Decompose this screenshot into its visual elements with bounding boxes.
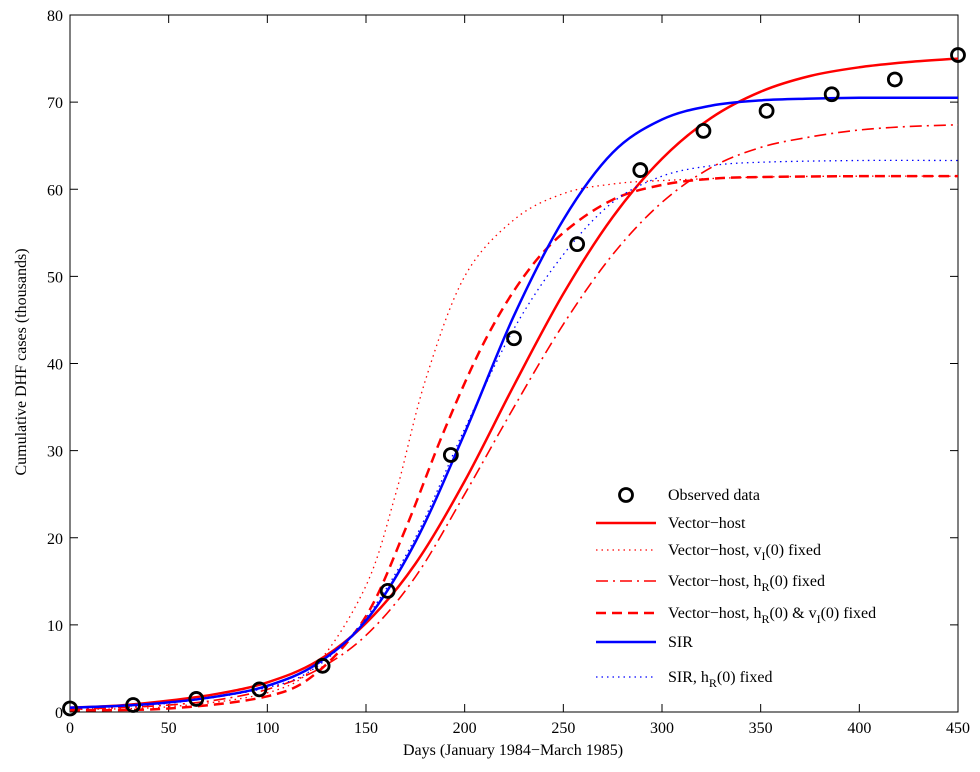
series-line-2 — [69, 175, 959, 711]
series-line-1 — [69, 57, 959, 709]
legend-label: Vector−host — [668, 515, 746, 532]
series-line-5 — [69, 96, 958, 709]
x-tick-label: 100 — [255, 720, 279, 737]
legend: Observed data Vector−host Vector−host, vI(… — [596, 487, 876, 690]
series-line-6 — [69, 159, 959, 710]
y-tick-label: 80 — [47, 8, 63, 25]
x-tick-label: 150 — [354, 720, 378, 737]
observed-point — [506, 330, 522, 347]
observed-point — [379, 582, 396, 599]
legend-marker-observed — [618, 487, 634, 503]
x-tick-label: 350 — [749, 720, 773, 737]
observed-point — [62, 700, 78, 717]
legend-label: SIR — [668, 634, 693, 651]
x-tick-label: 400 — [847, 720, 871, 737]
y-tick-label: 0 — [55, 705, 63, 722]
x-tick-label: 50 — [161, 720, 177, 737]
observed-point — [569, 236, 586, 253]
legend-label: SIR, hR(0) fixed — [668, 669, 772, 690]
y-tick-label: 50 — [47, 269, 63, 286]
observed-point — [632, 162, 649, 178]
legend-label: Observed data — [668, 487, 760, 504]
observed-point — [188, 691, 205, 707]
observed-point — [125, 697, 142, 713]
y-axis-label: Cumulative DHF cases (thousands) — [13, 248, 30, 475]
series-lines — [69, 57, 959, 712]
x-tick-label: 200 — [453, 720, 477, 737]
observed-markers — [62, 47, 966, 717]
y-tick-label: 70 — [47, 95, 63, 112]
observed-point — [950, 47, 966, 63]
observed-point — [442, 447, 459, 463]
observed-point — [314, 657, 331, 674]
x-tick-label: 0 — [66, 720, 74, 737]
y-tick-label: 30 — [47, 444, 63, 461]
legend-label: Vector−host, hR(0) & vI(0) fixed — [668, 605, 876, 626]
y-tick-label: 40 — [47, 357, 63, 374]
y-tick-label: 60 — [47, 182, 63, 199]
x-tick-label: 300 — [650, 720, 674, 737]
observed-point — [886, 71, 903, 88]
observed-point — [758, 102, 775, 119]
observed-point — [251, 681, 268, 698]
axis-ticks: 0 50 100 150 200 250 300 350 400 450 0 10 20 30 40 50 60… — [47, 8, 970, 737]
observed-point — [823, 86, 840, 103]
y-tick-label: 20 — [47, 531, 63, 548]
legend-label: Vector−host, vI(0) fixed — [668, 542, 821, 563]
series-line-4 — [69, 174, 959, 712]
observed-point — [695, 122, 712, 139]
x-tick-label: 250 — [551, 720, 575, 737]
x-tick-label: 450 — [946, 720, 970, 737]
y-tick-label: 10 — [47, 618, 63, 635]
x-axis-label: Days (January 1984−March 1985) — [403, 742, 623, 759]
series-line-3 — [69, 123, 959, 711]
legend-label: Vector−host, hR(0) fixed — [668, 573, 825, 594]
